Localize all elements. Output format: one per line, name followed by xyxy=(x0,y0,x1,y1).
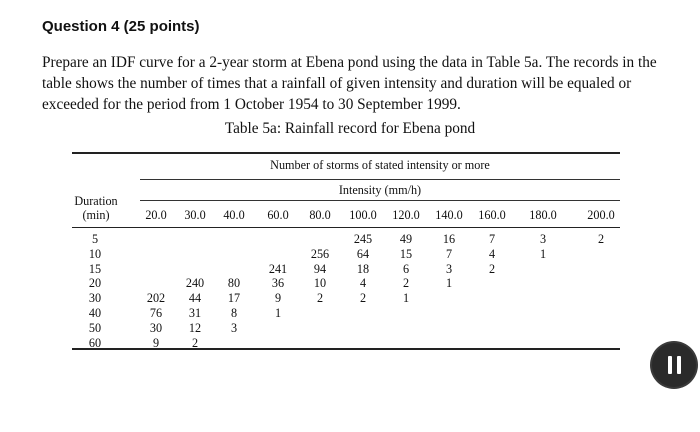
storm-count-cell: 17 xyxy=(227,291,241,306)
duration-cell: 30 xyxy=(88,291,102,306)
storm-count-cell: 12 xyxy=(188,320,202,335)
duration-cell: 10 xyxy=(88,246,102,261)
storm-count-cell: 202 xyxy=(146,291,166,306)
storm-count-cell: 9 xyxy=(274,291,282,306)
intensity-header-cell: 30.0 xyxy=(184,208,206,222)
question-heading: Question 4 (25 points) xyxy=(42,18,200,35)
storm-count-cell: 30 xyxy=(149,320,163,335)
duration-unit-label: (min) xyxy=(82,208,110,222)
storm-count-cell: 8 xyxy=(230,306,238,320)
storm-count-cell: 10 xyxy=(313,276,327,291)
storm-count-cell: 240 xyxy=(185,276,205,291)
intensity-header-cell: 40.0 xyxy=(223,208,245,222)
storm-count-cell: 2 xyxy=(402,276,410,291)
intensity-header-cell: 60.0 xyxy=(267,208,289,222)
storm-count-cell: 49 xyxy=(399,232,413,246)
storm-count-cell: 256 xyxy=(310,246,330,261)
storm-count-cell: 15 xyxy=(399,246,413,261)
question-prompt: Prepare an IDF curve for a 2-year storm … xyxy=(42,54,657,113)
storm-count-cell: 6 xyxy=(402,261,410,276)
storm-count-cell: 2 xyxy=(359,291,367,306)
storm-count-cell: 7 xyxy=(445,246,453,261)
storm-count-cell: 2 xyxy=(488,261,496,276)
storm-count-cell: 44 xyxy=(188,291,202,306)
pause-bar-left xyxy=(667,356,672,374)
intensity-header-cell: 120.0 xyxy=(392,208,420,222)
storm-count-cell: 31 xyxy=(188,306,202,320)
storm-count-cell: 1 xyxy=(402,291,410,306)
group-header: Number of storms of stated intensity or … xyxy=(270,158,490,172)
storm-count-cell: 80 xyxy=(227,276,241,291)
storm-count-cell: 3 xyxy=(230,320,238,335)
intensity-header-cell: 80.0 xyxy=(309,208,331,222)
storm-count-cell: 1 xyxy=(274,306,282,320)
intensity-header-cell: 140.0 xyxy=(435,208,463,222)
storm-count-cell: 9 xyxy=(152,335,160,350)
storm-count-cell: 241 xyxy=(268,261,288,276)
group-header-rule xyxy=(140,179,620,180)
storm-count-cell: 7 xyxy=(488,232,496,246)
table-top-rule xyxy=(72,152,620,154)
duration-cell: 40 xyxy=(88,306,102,320)
intensity-header-cell: 180.0 xyxy=(529,208,557,222)
duration-cell: 50 xyxy=(88,320,102,335)
duration-cell: 60 xyxy=(88,335,102,350)
intensity-header-cell: 160.0 xyxy=(478,208,506,222)
storm-count-cell: 18 xyxy=(356,261,370,276)
table-bottom-rule xyxy=(72,348,620,350)
intensity-header-cell: 200.0 xyxy=(587,208,615,222)
table-caption: Table 5a: Rainfall record for Ebena pond xyxy=(224,120,476,137)
duration-cell: 20 xyxy=(88,276,102,291)
storm-count-cell: 76 xyxy=(149,306,163,320)
storm-count-cell: 3 xyxy=(539,232,547,246)
duration-cell: 15 xyxy=(88,261,102,276)
storm-count-cell: 64 xyxy=(356,246,370,261)
storm-count-cell: 1 xyxy=(445,276,453,291)
storm-count-cell: 2 xyxy=(191,335,199,350)
intensity-header: Intensity (mm/h) xyxy=(338,183,422,197)
storm-count-cell: 16 xyxy=(442,232,456,246)
storm-count-cell: 2 xyxy=(597,232,605,246)
storm-count-cell: 94 xyxy=(313,261,327,276)
pause-bar-right xyxy=(676,356,681,374)
storm-count-cell: 1 xyxy=(539,246,547,261)
storm-count-cell: 4 xyxy=(488,246,496,261)
duration-cell: 5 xyxy=(91,232,99,246)
storm-count-cell: 36 xyxy=(271,276,285,291)
intensity-header-cell: 20.0 xyxy=(145,208,167,222)
storm-count-cell: 3 xyxy=(445,261,453,276)
duration-label: Duration xyxy=(74,194,118,208)
storm-count-cell: 4 xyxy=(359,276,367,291)
pause-handle-icon[interactable] xyxy=(652,343,696,387)
table-header-rule xyxy=(72,227,620,228)
intensity-header-cell: 100.0 xyxy=(349,208,377,222)
storm-count-cell: 245 xyxy=(353,232,373,246)
intensity-header-rule xyxy=(140,200,620,201)
storm-count-cell: 2 xyxy=(316,291,324,306)
